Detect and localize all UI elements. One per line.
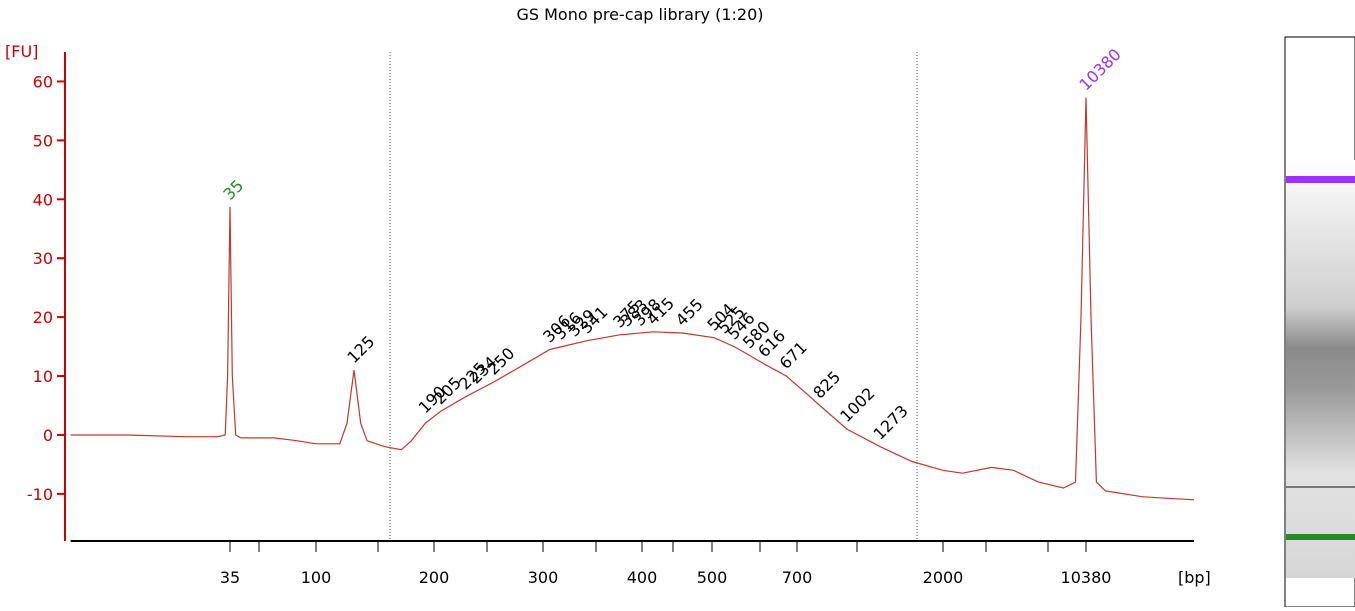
peak-label: 125 [343,332,378,367]
peak-label: 35 [219,176,247,204]
y-tick-label: 0 [43,426,53,445]
lower-marker-band [1286,534,1355,540]
y-tick-label: 40 [33,190,53,209]
y-tick-label: 60 [33,72,53,91]
upper-marker-band [1286,176,1355,183]
peak-label: 825 [809,367,844,402]
x-tick-label: 500 [697,568,728,587]
y-tick-label: -10 [27,485,53,504]
x-tick-label: 300 [528,568,559,587]
x-tick-label: 2000 [923,568,964,587]
chart-title: GS Mono pre-cap library (1:20) [516,5,763,24]
y-tick-label: 10 [33,367,53,386]
x-tick-label: 700 [782,568,813,587]
y-tick-label: 30 [33,249,53,268]
x-tick-label: 100 [301,568,332,587]
x-tick-label: 35 [220,568,240,587]
peak-label: 1273 [870,401,912,443]
peak-label: 1002 [836,384,878,426]
minor-ticks [258,541,1049,552]
x-tick-label: 10380 [1061,568,1112,587]
gel-smear [1286,160,1355,578]
gel-lane [1284,36,1355,608]
trace [70,97,1195,501]
gel-band [1286,486,1355,488]
peak-label: 455 [672,295,707,330]
y-tick-label: 50 [33,131,53,150]
peak-label: 10380 [1075,45,1124,94]
x-tick-label: 400 [627,568,658,587]
y-tick-label: 20 [33,308,53,327]
y-axis-label: [FU] [5,42,38,61]
x-tick-label: 200 [419,568,450,587]
x-axis-label: [bp] [1178,568,1211,587]
